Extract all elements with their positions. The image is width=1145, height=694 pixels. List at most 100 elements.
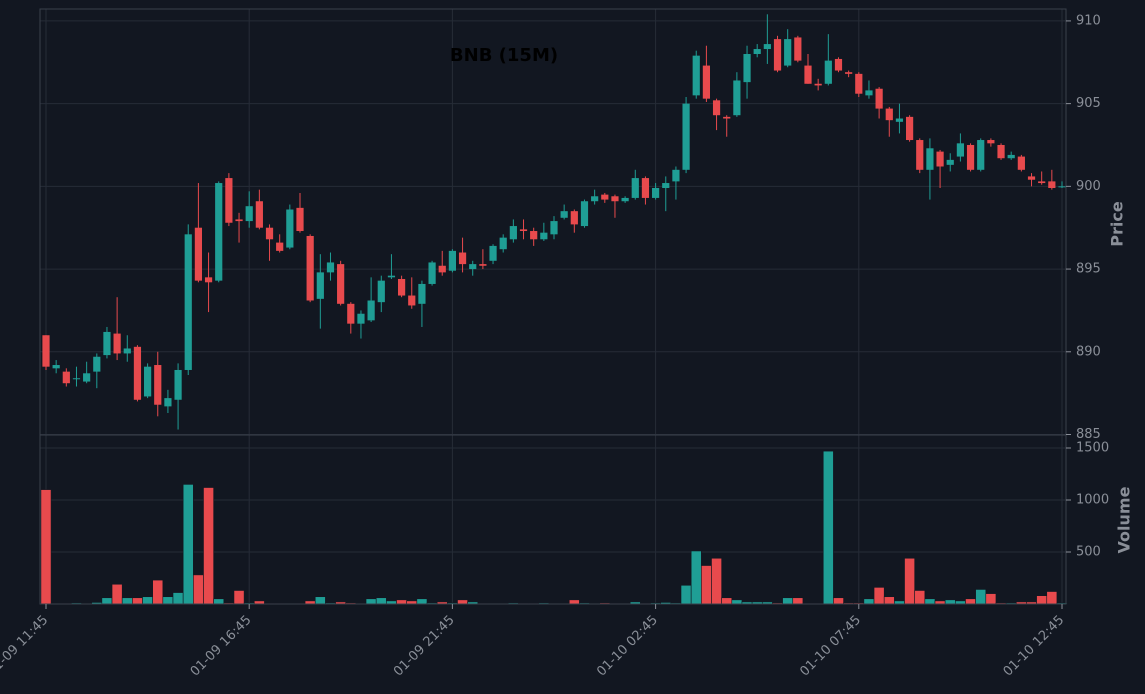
- candle-body: [794, 37, 802, 61]
- candle-body: [83, 373, 91, 382]
- volume-bar: [711, 557, 722, 605]
- y-tick-label: 905: [1076, 96, 1101, 111]
- candle-body: [235, 219, 243, 222]
- candle-body: [631, 178, 639, 198]
- candle-body: [1048, 181, 1056, 189]
- y-tick-label: 900: [1076, 179, 1101, 194]
- candle-body: [662, 183, 670, 189]
- candle-body: [652, 188, 660, 198]
- candle-body: [570, 211, 578, 225]
- volume-bar: [233, 590, 245, 605]
- candle-body: [184, 234, 192, 370]
- candle-body: [377, 280, 385, 303]
- candle-body: [540, 232, 548, 240]
- candle-body: [997, 144, 1005, 159]
- candle-body: [418, 283, 426, 304]
- candle-body: [855, 73, 863, 94]
- candle-body: [133, 346, 142, 400]
- candle-body: [458, 252, 467, 265]
- y-axis-label: Price: [1108, 201, 1127, 247]
- candle-body: [204, 277, 213, 283]
- volume-bar: [731, 599, 743, 605]
- candle-body: [286, 209, 294, 248]
- volume-bar: [182, 484, 194, 605]
- candle-body: [52, 365, 60, 369]
- candle-body: [814, 83, 822, 86]
- candle-body: [265, 227, 274, 240]
- candle-body: [926, 148, 934, 170]
- volume-bar: [121, 597, 133, 605]
- candle-body: [763, 44, 771, 50]
- y-tick-label: 885: [1076, 427, 1101, 442]
- candle-body: [845, 72, 853, 74]
- volume-bar: [162, 596, 174, 605]
- volume-bar: [203, 487, 214, 605]
- candle-body: [42, 335, 50, 367]
- candle-body: [296, 207, 304, 232]
- candle-body: [946, 159, 954, 165]
- candle-body: [479, 264, 487, 266]
- volume-bar: [924, 598, 936, 605]
- candle-body: [906, 116, 914, 141]
- candle-body: [509, 226, 517, 240]
- candle-body: [743, 53, 751, 83]
- candle-body: [784, 39, 792, 66]
- candle-body: [499, 237, 507, 250]
- volume-bar: [375, 597, 387, 605]
- candle-body: [72, 378, 81, 380]
- candle-body: [144, 366, 152, 397]
- candle-body: [702, 65, 710, 99]
- candle-body: [519, 229, 528, 232]
- candle-body: [987, 140, 995, 144]
- candle-body: [337, 264, 345, 304]
- candle-body: [834, 58, 843, 71]
- candle-body: [591, 196, 599, 202]
- volume-bar: [111, 583, 123, 605]
- candle-body: [215, 183, 223, 281]
- volume-bar: [975, 589, 987, 605]
- volume-bar: [914, 590, 926, 605]
- candle-body: [895, 118, 904, 122]
- volume-bar: [701, 565, 712, 605]
- candle-body: [469, 264, 477, 270]
- candle-body: [611, 196, 619, 202]
- candle-body: [550, 221, 558, 235]
- candle-body: [276, 242, 284, 251]
- volume-tick-label: 500: [1076, 545, 1101, 560]
- candle-body: [225, 178, 233, 223]
- volume-bar: [690, 550, 702, 605]
- volume-bar: [985, 593, 997, 605]
- candle-body: [1027, 176, 1036, 180]
- y-tick-label: 895: [1076, 262, 1101, 277]
- candle-body: [347, 303, 355, 324]
- candle-body: [733, 80, 741, 116]
- y-tick-label: 890: [1076, 344, 1101, 359]
- volume-bar: [1036, 595, 1048, 605]
- candle-body: [408, 295, 416, 306]
- candle-body: [966, 144, 975, 170]
- volume-bar: [396, 599, 407, 605]
- candle-body: [367, 300, 375, 321]
- candle-body: [1007, 154, 1015, 159]
- candle-body: [712, 100, 721, 116]
- candle-body: [387, 275, 396, 278]
- volume-bar: [101, 597, 113, 605]
- candle-body: [164, 398, 172, 407]
- candle-body: [174, 369, 182, 400]
- volume-bar: [944, 599, 956, 605]
- volume-bar: [782, 597, 794, 605]
- candle-body: [428, 262, 436, 284]
- candle-body: [977, 140, 985, 170]
- volume-bar: [822, 450, 834, 605]
- candle-body: [62, 371, 70, 384]
- candle-body: [1017, 156, 1025, 170]
- volume-bar: [883, 596, 895, 605]
- volume-axis-label: Volume: [1115, 486, 1134, 553]
- candle-body: [824, 60, 832, 84]
- candle-body: [154, 365, 162, 405]
- volume-bar: [213, 598, 225, 605]
- candle-body: [936, 151, 944, 167]
- volume-bar: [904, 557, 915, 605]
